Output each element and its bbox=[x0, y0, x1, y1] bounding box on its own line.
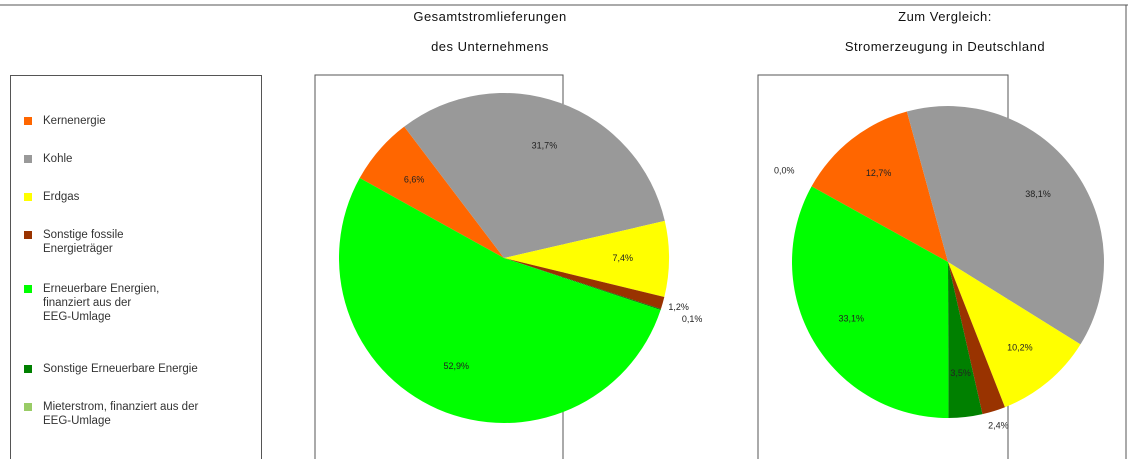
chart-title: Gesamtstromlieferungen des Unternehmens bbox=[413, 9, 566, 54]
legend-label: Kohle bbox=[43, 153, 73, 165]
data-label: 1,2% bbox=[668, 302, 689, 312]
legend-item: Mieterstrom, finanziert aus der EEG-Umla… bbox=[24, 400, 199, 428]
pie-slice bbox=[404, 93, 665, 258]
data-label: 0,0% bbox=[774, 166, 795, 176]
legend-swatch bbox=[24, 193, 32, 201]
legend-swatch bbox=[24, 403, 32, 411]
legend-label: Erneuerbare Energien, finanziert aus der… bbox=[43, 283, 160, 323]
pie-slice bbox=[504, 220, 669, 298]
data-label: 33,1% bbox=[839, 314, 865, 324]
pie-slice bbox=[504, 258, 665, 310]
pie-slice bbox=[359, 126, 504, 258]
legend-item: Erneuerbare Energien, finanziert aus der… bbox=[24, 282, 160, 324]
legend-swatch bbox=[24, 285, 32, 293]
data-label: 6,6% bbox=[404, 175, 425, 185]
pie-slice bbox=[948, 262, 983, 418]
legend-item: Erdgas bbox=[24, 190, 80, 204]
legend-label: Sonstige fossile Energieträger bbox=[43, 229, 124, 255]
data-label: 0,1% bbox=[682, 314, 703, 324]
legend-item: Sonstige Erneuerbare Energie bbox=[24, 362, 198, 376]
data-label: 52,9% bbox=[444, 361, 470, 371]
legend-swatch bbox=[24, 365, 32, 373]
legend: Kernenergie Kohle Erdgas Sonstige fossile E… bbox=[10, 75, 262, 459]
legend-label: Mieterstrom, finanziert aus der EEG-Umla… bbox=[43, 401, 199, 427]
pie-slice bbox=[906, 105, 1105, 345]
legend-label: Erdgas bbox=[43, 191, 80, 203]
data-label: 2,4% bbox=[988, 420, 1009, 430]
pie-slice bbox=[948, 262, 1081, 408]
chart-title: Zum Vergleich: Stromerzeugung in Deutschl… bbox=[845, 9, 1045, 54]
data-label: 7,4% bbox=[613, 253, 634, 263]
pie-slice bbox=[504, 258, 661, 310]
pie-slice bbox=[948, 262, 1005, 415]
legend-item: Kernenergie bbox=[24, 114, 106, 128]
legend-item: Kohle bbox=[24, 152, 73, 166]
data-label: 10,2% bbox=[1007, 343, 1033, 353]
data-label: 12,7% bbox=[866, 168, 892, 178]
legend-swatch bbox=[24, 117, 32, 125]
data-label: 31,7% bbox=[532, 141, 558, 151]
data-label: 38,1% bbox=[1025, 189, 1051, 199]
legend-swatch bbox=[24, 231, 32, 239]
pie-slice bbox=[811, 111, 948, 263]
data-label: 3,5% bbox=[950, 368, 971, 378]
legend-item: Sonstige fossile Energieträger bbox=[24, 228, 124, 256]
pie-slice bbox=[791, 186, 949, 418]
legend-label: Sonstige Erneuerbare Energie bbox=[43, 363, 198, 375]
legend-label: Kernenergie bbox=[43, 115, 106, 127]
pie-slice bbox=[338, 178, 661, 424]
legend-swatch bbox=[24, 155, 32, 163]
